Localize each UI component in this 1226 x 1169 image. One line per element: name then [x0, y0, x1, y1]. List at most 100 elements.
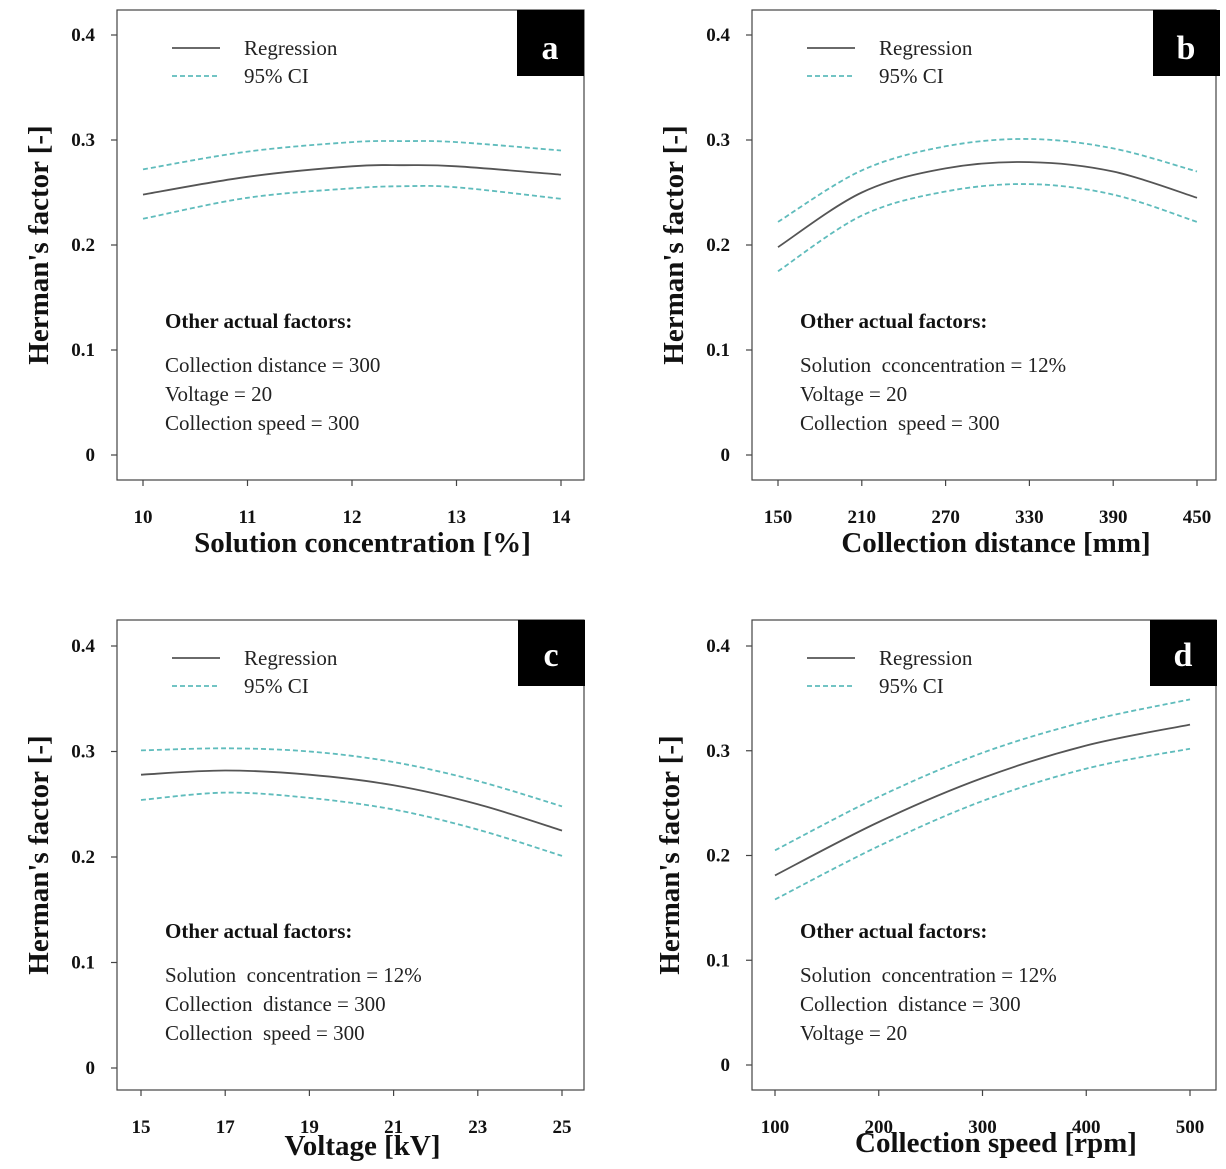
plot-frame [116, 9, 585, 481]
chart-panel-d: 0 0.1 0.2 0.3 0.4 100 200 300 400 500 Herman's fac… [654, 619, 1217, 1159]
regression-line [774, 723, 1191, 877]
panel-letter-badge [518, 620, 585, 686]
note-line: Collection distance = 300 [165, 353, 380, 377]
x-axis-title: Collection distance [mm] [841, 527, 1150, 559]
legend-regression-label: Regression [244, 646, 338, 670]
note-title: Other actual factors: [165, 919, 352, 943]
plot-frame [751, 9, 1217, 481]
note-line: Voltage = 20 [800, 1021, 907, 1045]
note-line: Solution cconcentration = 12% [800, 353, 1066, 377]
x-tick-label: 15 [132, 1117, 151, 1138]
y-axis-title: Herman's factor [-] [658, 125, 690, 364]
x-tick-label: 21 [384, 1117, 403, 1138]
x-tick-label: 270 [931, 507, 960, 528]
ci-line [142, 184, 562, 220]
ci-line [140, 747, 563, 808]
y-tick-label: 0.3 [71, 130, 95, 151]
y-tick-label: 0.2 [706, 846, 730, 867]
ci-line [777, 138, 1198, 223]
x-axis-title: Voltage [kV] [284, 1130, 440, 1162]
legend-ci-label: 95% CI [244, 674, 309, 698]
y-tick-label: 0.2 [706, 235, 730, 256]
x-tick-label: 210 [848, 507, 877, 528]
y-tick-label: 0.2 [71, 847, 95, 868]
ci-line [774, 747, 1191, 901]
x-axis-title: Collection speed [rpm] [855, 1127, 1137, 1159]
x-tick-label: 200 [865, 1117, 894, 1138]
note-line: Collection distance = 300 [800, 992, 1021, 1016]
panel-letter-badge [1153, 10, 1220, 76]
y-tick-label: 0 [86, 1058, 96, 1079]
x-tick-label: 400 [1072, 1117, 1101, 1138]
note-line: Voltage = 20 [800, 382, 907, 406]
note-line: Solution concentration = 12% [165, 963, 422, 987]
x-tick-label: 390 [1099, 507, 1128, 528]
chart-panel-c: 0 0.1 0.2 0.3 0.4 15 17 19 21 23 25 Herman's factor… [23, 619, 585, 1162]
plot-frame [751, 619, 1217, 1091]
note-line: Solution concentration = 12% [800, 963, 1057, 987]
y-axis-title: Herman's factor [-] [23, 735, 55, 974]
panel-letter-badge [517, 10, 584, 76]
legend-regression-label: Regression [879, 646, 973, 670]
y-tick-label: 0 [721, 445, 731, 466]
y-tick-label: 0.1 [706, 340, 730, 361]
y-tick-label: 0.1 [71, 340, 95, 361]
y-tick-label: 0 [86, 445, 96, 466]
x-tick-label: 14 [552, 507, 572, 528]
y-tick-label: 0.2 [71, 235, 95, 256]
x-tick-label: 100 [761, 1117, 790, 1138]
regression-line [777, 161, 1198, 248]
x-tick-label: 13 [447, 507, 466, 528]
y-tick-label: 0.3 [706, 130, 730, 151]
x-tick-label: 25 [553, 1117, 572, 1138]
y-tick-label: 0.3 [71, 742, 95, 763]
panel-letter: d [1174, 637, 1193, 674]
y-tick-label: 0.1 [71, 953, 95, 974]
note-line: Collection speed = 300 [800, 411, 1000, 435]
note-title: Other actual factors: [800, 919, 987, 943]
legend-regression-label: Regression [244, 36, 338, 60]
x-tick-label: 12 [343, 507, 362, 528]
x-tick-label: 10 [134, 507, 153, 528]
note-title: Other actual factors: [165, 309, 352, 333]
legend-ci-label: 95% CI [879, 64, 944, 88]
plot-frame [116, 619, 585, 1091]
x-tick-label: 19 [300, 1117, 319, 1138]
y-tick-label: 0.1 [706, 950, 730, 971]
chart-panel-a: 0 0.1 0.2 0.3 0.4 10 11 12 13 14 Herman's factor [… [23, 9, 585, 559]
x-tick-label: 330 [1015, 507, 1044, 528]
regression-line [142, 164, 562, 196]
x-tick-label: 150 [764, 507, 793, 528]
y-tick-label: 0 [721, 1055, 731, 1076]
x-tick-label: 500 [1176, 1117, 1205, 1138]
note-line: Collection distance = 300 [165, 992, 386, 1016]
y-tick-label: 0.3 [706, 741, 730, 762]
legend-ci-label: 95% CI [244, 64, 309, 88]
y-axis-title: Herman's factor [-] [654, 735, 686, 974]
y-tick-label: 0.4 [71, 25, 95, 46]
note-line: Collection speed = 300 [165, 1021, 365, 1045]
legend-ci-label: 95% CI [879, 674, 944, 698]
chart-panel-b: 0 0.1 0.2 0.3 0.4 150 210 270 330 390 450 Herman's … [658, 9, 1220, 559]
y-axis-title: Herman's factor [-] [23, 125, 55, 364]
y-tick-label: 0.4 [706, 636, 730, 657]
note-title: Other actual factors: [800, 309, 987, 333]
note-line: Collection speed = 300 [165, 411, 359, 435]
legend-regression-label: Regression [879, 36, 973, 60]
ci-line [140, 791, 563, 857]
y-tick-label: 0.4 [71, 636, 95, 657]
panel-letter-badge [1150, 620, 1217, 686]
x-axis-title: Solution concentration [%] [194, 527, 531, 559]
x-tick-label: 450 [1183, 507, 1212, 528]
panel-letter: b [1177, 30, 1196, 67]
y-tick-label: 0.4 [706, 25, 730, 46]
regression-line [140, 769, 563, 832]
ci-line [774, 698, 1191, 852]
x-tick-label: 11 [239, 507, 257, 528]
x-tick-label: 23 [468, 1117, 487, 1138]
x-tick-label: 17 [216, 1117, 236, 1138]
x-tick-label: 300 [968, 1117, 997, 1138]
note-line: Voltage = 20 [165, 382, 272, 406]
ci-line [142, 140, 562, 171]
